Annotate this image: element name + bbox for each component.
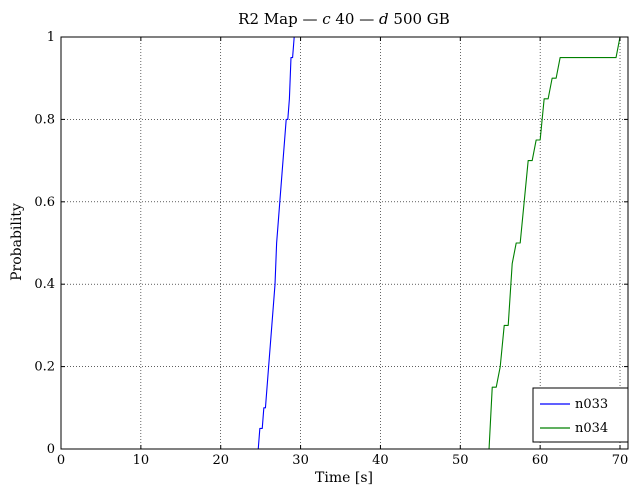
y-tick-label: 0.4 — [34, 277, 55, 292]
series-line-n034 — [61, 36, 628, 450]
x-tick-label: 0 — [57, 453, 65, 468]
x-tick-label: 20 — [212, 453, 229, 468]
x-tick-label: 30 — [292, 453, 309, 468]
series-layer — [61, 36, 628, 450]
y-axis-title: Probability — [9, 203, 25, 281]
y-tick-label: 0.6 — [34, 195, 55, 210]
legend-label-n034: n034 — [575, 421, 608, 436]
tick-layer: 0 10 20 30 40 50 60 70 0 0.2 0.4 0.6 0.8 1 — [34, 30, 628, 468]
x-tick-label: 60 — [532, 453, 549, 468]
x-axis-title: Time [s] — [315, 470, 373, 486]
x-tick-label: 50 — [452, 453, 469, 468]
x-tick-label: 40 — [372, 453, 389, 468]
chart-title: R2 Map — c 40 — d 500 GB — [238, 10, 450, 28]
legend-label-n033: n033 — [575, 397, 608, 412]
legend-box — [532, 387, 629, 443]
x-tick-label: 10 — [133, 453, 150, 468]
y-tick-label: 0 — [47, 442, 55, 457]
legend: n033 n034 — [532, 387, 629, 443]
series-line-n033 — [61, 36, 301, 450]
x-tick-label: 70 — [612, 453, 629, 468]
y-tick-label: 1 — [47, 30, 55, 45]
plot-frame — [60, 36, 629, 450]
grid-lines — [60, 36, 628, 450]
y-tick-label: 0.2 — [34, 360, 55, 375]
y-tick-label: 0.8 — [34, 112, 55, 127]
